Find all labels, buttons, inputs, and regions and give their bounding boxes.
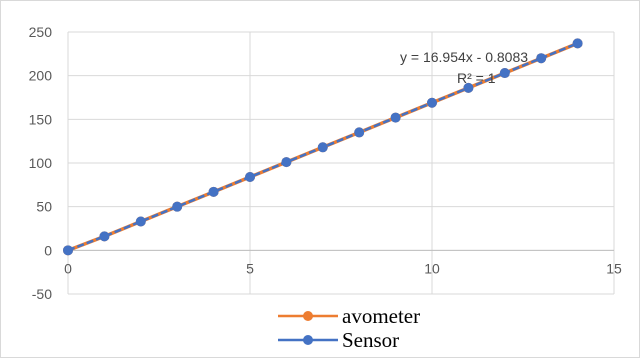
y-tick-label: 0 <box>44 242 52 258</box>
legend-marker-sensor <box>303 335 313 345</box>
data-point-sensor <box>463 82 474 93</box>
data-point-sensor <box>536 53 547 64</box>
data-point-sensor <box>317 142 328 153</box>
data-point-sensor <box>135 216 146 227</box>
data-point-sensor <box>172 201 183 212</box>
trendline-equation: y = 16.954x - 0.8083 <box>400 49 528 65</box>
series-sensor <box>63 38 583 256</box>
data-point-sensor <box>390 112 401 123</box>
x-tick-label: 10 <box>424 260 440 276</box>
y-tick-label: -50 <box>32 286 52 302</box>
data-point-sensor <box>427 97 437 108</box>
y-tick-label: 50 <box>36 199 52 215</box>
data-point-sensor <box>281 157 292 168</box>
x-tick-label: 0 <box>64 260 72 276</box>
grid-lines <box>67 31 615 295</box>
trendline-r-squared: R² = 1 <box>457 70 496 86</box>
data-point-sensor <box>499 68 510 79</box>
x-tick-label: 15 <box>606 260 622 276</box>
y-tick-label: 150 <box>29 111 53 127</box>
y-tick-label: 200 <box>29 68 53 84</box>
legend-item-avometer: avometer <box>278 304 420 328</box>
legend-marker-avometer <box>303 311 313 321</box>
y-tick-label: 250 <box>29 24 53 40</box>
data-point-sensor <box>99 231 110 242</box>
legend-label-avometer: avometer <box>342 304 420 328</box>
y-axis-tick-labels: -50 0 50 100 150 200 250 <box>29 24 53 302</box>
x-tick-label: 5 <box>246 260 254 276</box>
data-point-sensor <box>245 171 255 182</box>
y-tick-label: 100 <box>29 155 53 171</box>
x-axis-tick-labels: 0 5 10 15 <box>64 260 622 276</box>
series-layer <box>63 38 583 256</box>
data-point-sensor <box>63 245 73 256</box>
legend-item-sensor: Sensor <box>278 328 399 352</box>
data-point-sensor <box>572 38 583 49</box>
data-point-sensor <box>208 186 219 197</box>
legend: avometer Sensor <box>278 304 420 352</box>
data-point-sensor <box>354 127 365 138</box>
legend-label-sensor: Sensor <box>342 328 399 352</box>
